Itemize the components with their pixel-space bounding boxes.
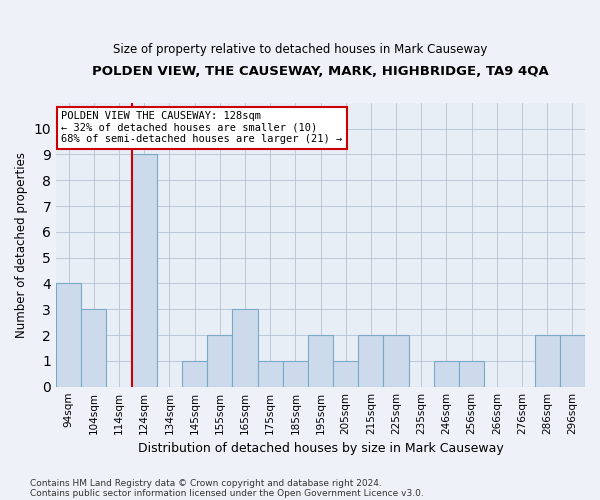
Text: Size of property relative to detached houses in Mark Causeway: Size of property relative to detached ho…: [113, 42, 487, 56]
Bar: [207, 335, 232, 386]
Bar: [131, 154, 157, 386]
Bar: [459, 361, 484, 386]
Text: Contains HM Land Registry data © Crown copyright and database right 2024.: Contains HM Land Registry data © Crown c…: [30, 478, 382, 488]
X-axis label: Distribution of detached houses by size in Mark Causeway: Distribution of detached houses by size …: [137, 442, 503, 455]
Bar: [56, 284, 81, 387]
Bar: [383, 335, 409, 386]
Bar: [358, 335, 383, 386]
Bar: [434, 361, 459, 386]
Bar: [182, 361, 207, 386]
Title: POLDEN VIEW, THE CAUSEWAY, MARK, HIGHBRIDGE, TA9 4QA: POLDEN VIEW, THE CAUSEWAY, MARK, HIGHBRI…: [92, 65, 549, 78]
Text: Contains public sector information licensed under the Open Government Licence v3: Contains public sector information licen…: [30, 488, 424, 498]
Bar: [257, 361, 283, 386]
Bar: [560, 335, 585, 386]
Bar: [283, 361, 308, 386]
Text: POLDEN VIEW THE CAUSEWAY: 128sqm
← 32% of detached houses are smaller (10)
68% o: POLDEN VIEW THE CAUSEWAY: 128sqm ← 32% o…: [61, 112, 343, 144]
Y-axis label: Number of detached properties: Number of detached properties: [15, 152, 28, 338]
Bar: [535, 335, 560, 386]
Bar: [333, 361, 358, 386]
Bar: [232, 310, 257, 386]
Bar: [308, 335, 333, 386]
Bar: [81, 310, 106, 386]
